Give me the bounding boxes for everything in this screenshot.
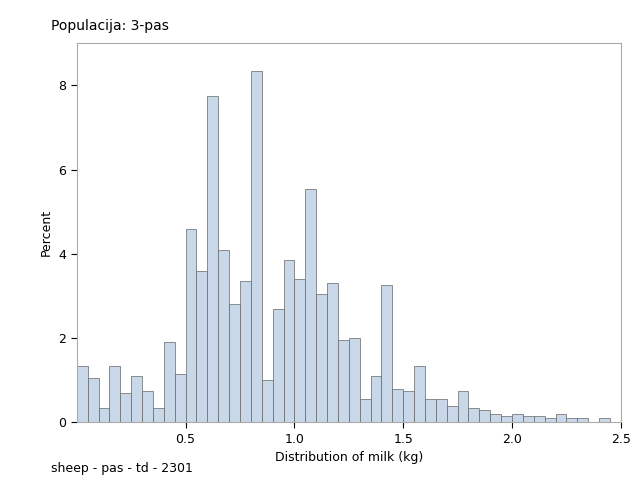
Bar — [164, 342, 175, 422]
Bar — [371, 376, 381, 422]
Bar — [545, 418, 556, 422]
Bar — [534, 416, 545, 422]
Bar — [414, 366, 425, 422]
Bar — [77, 366, 88, 422]
Bar — [338, 340, 349, 422]
Bar — [556, 414, 566, 422]
Bar — [218, 250, 229, 422]
Bar — [131, 376, 142, 422]
Bar — [403, 391, 414, 422]
Bar — [251, 71, 262, 422]
Bar — [360, 399, 371, 422]
Bar — [425, 399, 436, 422]
Bar — [490, 414, 501, 422]
Bar — [294, 279, 305, 422]
Bar — [99, 408, 109, 422]
Bar — [392, 389, 403, 422]
Text: sheep - pas - td - 2301: sheep - pas - td - 2301 — [51, 462, 193, 475]
Bar — [142, 391, 153, 422]
Bar — [229, 304, 240, 422]
Y-axis label: Percent: Percent — [40, 209, 53, 256]
Bar — [109, 366, 120, 422]
Bar — [175, 374, 186, 422]
Bar — [284, 260, 294, 422]
Bar — [349, 338, 360, 422]
Bar — [120, 393, 131, 422]
Bar — [447, 406, 458, 422]
Bar — [240, 281, 251, 422]
Bar — [316, 294, 327, 422]
Text: Populacija: 3-pas: Populacija: 3-pas — [51, 19, 169, 33]
Bar — [88, 378, 99, 422]
Bar — [599, 418, 610, 422]
Bar — [273, 309, 284, 422]
Bar — [153, 408, 164, 422]
Bar — [523, 416, 534, 422]
Bar — [186, 228, 196, 422]
Bar — [501, 416, 512, 422]
Bar — [207, 96, 218, 422]
Bar — [327, 283, 338, 422]
Bar — [458, 391, 468, 422]
Bar — [566, 418, 577, 422]
Bar — [196, 271, 207, 422]
Bar — [305, 189, 316, 422]
Bar — [479, 410, 490, 422]
Bar — [436, 399, 447, 422]
Bar — [381, 286, 392, 422]
Bar — [468, 408, 479, 422]
Bar — [577, 418, 588, 422]
Bar — [262, 380, 273, 422]
X-axis label: Distribution of milk (kg): Distribution of milk (kg) — [275, 451, 423, 464]
Bar — [512, 414, 523, 422]
